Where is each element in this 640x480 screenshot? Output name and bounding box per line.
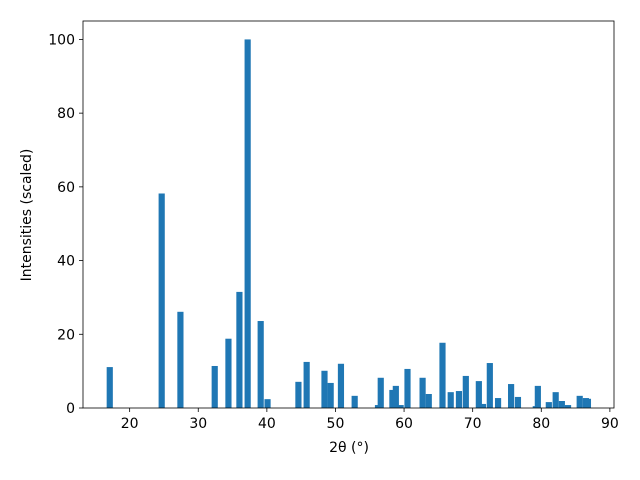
bar xyxy=(514,396,522,408)
x-tick-label: 80 xyxy=(532,416,550,432)
bar xyxy=(564,405,572,408)
x-tick-label: 60 xyxy=(395,416,413,432)
bar xyxy=(303,361,310,408)
x-tick-label: 20 xyxy=(121,416,139,432)
bar xyxy=(425,393,432,408)
bar xyxy=(321,370,328,408)
bar xyxy=(576,395,583,408)
bar xyxy=(264,399,271,408)
x-axis-label: 2θ (°) xyxy=(329,440,369,456)
bar xyxy=(257,321,264,408)
y-tick-label: 20 xyxy=(57,327,75,343)
bar xyxy=(545,402,552,408)
bar xyxy=(389,389,396,408)
bar xyxy=(479,403,487,408)
plot-frame xyxy=(82,20,615,409)
bar xyxy=(351,395,358,408)
y-axis-label: Intensities (scaled) xyxy=(19,149,35,282)
y-tick-label: 0 xyxy=(66,401,75,417)
bar xyxy=(486,363,493,408)
bar xyxy=(397,405,404,408)
bar xyxy=(584,398,592,408)
bar xyxy=(244,39,251,409)
bar xyxy=(377,377,384,408)
y-tick-label: 100 xyxy=(48,32,75,48)
bar xyxy=(211,365,218,408)
x-tick-label: 70 xyxy=(464,416,482,432)
bar xyxy=(392,385,399,408)
x-tick-label: 40 xyxy=(258,416,276,432)
bar xyxy=(225,338,232,408)
bar xyxy=(558,400,565,408)
bar xyxy=(439,342,446,408)
bar xyxy=(158,193,165,408)
x-tick-label: 90 xyxy=(601,416,619,432)
y-tick-label: 40 xyxy=(57,254,75,270)
bar xyxy=(534,385,541,408)
bar xyxy=(455,391,463,408)
bar xyxy=(447,392,454,408)
bar xyxy=(106,367,113,408)
x-tick-label: 30 xyxy=(189,416,207,432)
bar xyxy=(462,375,469,408)
bar xyxy=(508,384,515,408)
bar xyxy=(494,398,502,408)
bar xyxy=(404,368,411,408)
bar xyxy=(337,363,345,408)
bar xyxy=(295,381,302,408)
y-tick-label: 60 xyxy=(57,180,75,196)
bar xyxy=(327,382,334,408)
bar xyxy=(552,392,559,408)
y-tick-label: 80 xyxy=(57,106,75,122)
x-tick-label: 50 xyxy=(327,416,345,432)
bar xyxy=(419,377,426,408)
bar xyxy=(177,311,184,408)
bar xyxy=(475,381,482,408)
bar xyxy=(236,291,243,408)
